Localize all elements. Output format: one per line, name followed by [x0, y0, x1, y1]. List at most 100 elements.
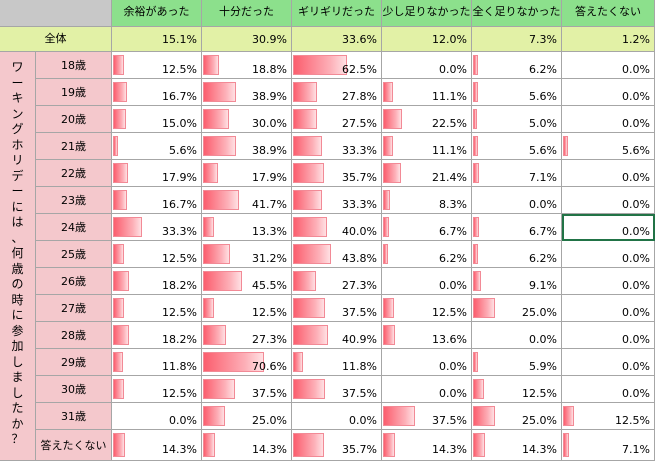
data-cell[interactable]: 5.6%: [472, 79, 562, 106]
data-cell[interactable]: 27.8%: [292, 79, 382, 106]
total-value-cell[interactable]: 15.1%: [112, 27, 202, 52]
data-cell[interactable]: 12.5%: [112, 376, 202, 403]
data-cell[interactable]: 27.3%: [202, 322, 292, 349]
total-row-label[interactable]: 全体: [0, 27, 112, 52]
data-cell[interactable]: 38.9%: [202, 79, 292, 106]
data-cell[interactable]: 5.6%: [472, 133, 562, 160]
data-cell[interactable]: 5.6%: [112, 133, 202, 160]
row-label-2[interactable]: 19歳: [36, 79, 112, 106]
data-cell[interactable]: 45.5%: [202, 268, 292, 295]
data-cell[interactable]: 12.5%: [112, 241, 202, 268]
data-cell[interactable]: 16.7%: [112, 187, 202, 214]
column-header[interactable]: 全く足りなかった: [472, 0, 562, 27]
data-cell[interactable]: 0.0%: [292, 403, 382, 430]
data-cell[interactable]: 17.9%: [202, 160, 292, 187]
column-header[interactable]: 十分だった: [202, 0, 292, 27]
data-cell[interactable]: 0.0%: [562, 295, 655, 322]
data-cell[interactable]: 18.2%: [112, 322, 202, 349]
row-label-8[interactable]: 25歳: [36, 241, 112, 268]
data-cell[interactable]: 37.5%: [202, 376, 292, 403]
data-cell[interactable]: 0.0%: [382, 376, 472, 403]
data-cell[interactable]: 37.5%: [292, 295, 382, 322]
data-cell[interactable]: 0.0%: [562, 106, 655, 133]
column-header[interactable]: ギリギリだった: [292, 0, 382, 27]
data-cell[interactable]: 40.0%: [292, 214, 382, 241]
data-cell[interactable]: 12.5%: [112, 52, 202, 79]
data-cell[interactable]: 25.0%: [202, 403, 292, 430]
row-label-7[interactable]: 24歳: [36, 214, 112, 241]
data-cell[interactable]: 35.7%: [292, 430, 382, 461]
row-label-6[interactable]: 23歳: [36, 187, 112, 214]
data-cell[interactable]: 7.1%: [472, 160, 562, 187]
data-cell[interactable]: 6.2%: [472, 52, 562, 79]
data-cell[interactable]: 11.1%: [382, 79, 472, 106]
data-cell[interactable]: 0.0%: [382, 52, 472, 79]
data-cell[interactable]: 38.9%: [202, 133, 292, 160]
data-cell[interactable]: 15.0%: [112, 106, 202, 133]
data-cell[interactable]: 0.0%: [382, 268, 472, 295]
data-cell[interactable]: 0.0%: [562, 160, 655, 187]
data-cell[interactable]: 6.7%: [472, 214, 562, 241]
column-header[interactable]: 少し足りなかった: [382, 0, 472, 27]
data-cell[interactable]: 11.1%: [382, 133, 472, 160]
data-cell[interactable]: 13.3%: [202, 214, 292, 241]
data-cell[interactable]: 9.1%: [472, 268, 562, 295]
data-cell[interactable]: 14.3%: [202, 430, 292, 461]
question-label[interactable]: ワーキングホリデーには、何歳の時に参加しましたか？: [0, 52, 36, 461]
data-cell[interactable]: 12.5%: [112, 295, 202, 322]
row-label-1[interactable]: 18歳: [36, 52, 112, 79]
data-cell[interactable]: 25.0%: [472, 403, 562, 430]
data-cell[interactable]: 0.0%: [562, 214, 655, 241]
data-cell[interactable]: 0.0%: [472, 322, 562, 349]
data-cell[interactable]: 37.5%: [382, 403, 472, 430]
total-value-cell[interactable]: 1.2%: [562, 27, 655, 52]
data-cell[interactable]: 0.0%: [382, 349, 472, 376]
data-cell[interactable]: 14.3%: [382, 430, 472, 461]
data-cell[interactable]: 17.9%: [112, 160, 202, 187]
data-cell[interactable]: 5.6%: [562, 133, 655, 160]
data-cell[interactable]: 5.9%: [472, 349, 562, 376]
data-cell[interactable]: 0.0%: [472, 187, 562, 214]
row-label-14[interactable]: 31歳: [36, 403, 112, 430]
data-cell[interactable]: 33.3%: [112, 214, 202, 241]
data-cell[interactable]: 0.0%: [562, 376, 655, 403]
total-value-cell[interactable]: 7.3%: [472, 27, 562, 52]
data-cell[interactable]: 18.8%: [202, 52, 292, 79]
row-label-15[interactable]: 答えたくない: [36, 430, 112, 461]
data-cell[interactable]: 62.5%: [292, 52, 382, 79]
data-cell[interactable]: 0.0%: [562, 52, 655, 79]
data-cell[interactable]: 0.0%: [562, 349, 655, 376]
data-cell[interactable]: 43.8%: [292, 241, 382, 268]
row-label-13[interactable]: 30歳: [36, 376, 112, 403]
data-cell[interactable]: 13.6%: [382, 322, 472, 349]
data-cell[interactable]: 0.0%: [562, 268, 655, 295]
data-cell[interactable]: 0.0%: [562, 322, 655, 349]
row-label-4[interactable]: 21歳: [36, 133, 112, 160]
data-cell[interactable]: 25.0%: [472, 295, 562, 322]
data-cell[interactable]: 22.5%: [382, 106, 472, 133]
data-cell[interactable]: 16.7%: [112, 79, 202, 106]
data-cell[interactable]: 18.2%: [112, 268, 202, 295]
data-cell[interactable]: 37.5%: [292, 376, 382, 403]
column-header[interactable]: 余裕があった: [112, 0, 202, 27]
row-label-9[interactable]: 26歳: [36, 268, 112, 295]
column-header[interactable]: 答えたくない: [562, 0, 655, 27]
data-cell[interactable]: 40.9%: [292, 322, 382, 349]
data-cell[interactable]: 70.6%: [202, 349, 292, 376]
data-cell[interactable]: 41.7%: [202, 187, 292, 214]
data-cell[interactable]: 27.5%: [292, 106, 382, 133]
total-value-cell[interactable]: 30.9%: [202, 27, 292, 52]
data-cell[interactable]: 14.3%: [472, 430, 562, 461]
row-label-5[interactable]: 22歳: [36, 160, 112, 187]
row-label-10[interactable]: 27歳: [36, 295, 112, 322]
data-cell[interactable]: 21.4%: [382, 160, 472, 187]
data-cell[interactable]: 35.7%: [292, 160, 382, 187]
data-cell[interactable]: 0.0%: [562, 79, 655, 106]
data-cell[interactable]: 14.3%: [112, 430, 202, 461]
total-value-cell[interactable]: 12.0%: [382, 27, 472, 52]
data-cell[interactable]: 5.0%: [472, 106, 562, 133]
data-cell[interactable]: 12.5%: [202, 295, 292, 322]
data-cell[interactable]: 33.3%: [292, 187, 382, 214]
data-cell[interactable]: 31.2%: [202, 241, 292, 268]
data-cell[interactable]: 12.5%: [382, 295, 472, 322]
